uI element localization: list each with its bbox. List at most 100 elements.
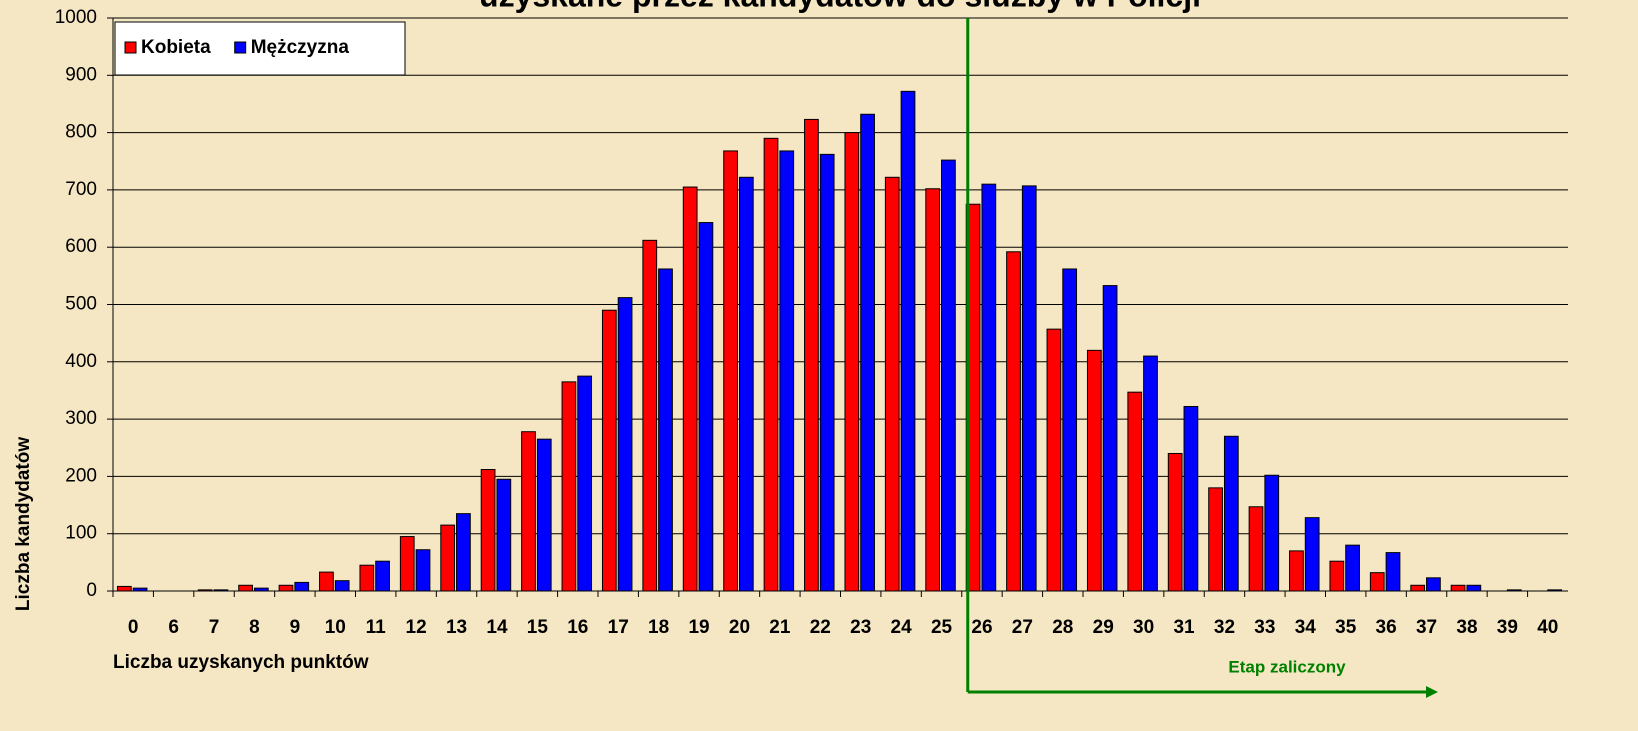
bar: [577, 375, 593, 592]
bar: [440, 524, 456, 592]
bar: [658, 268, 673, 592]
bar: [1329, 560, 1345, 592]
y-tick-label: 600: [65, 236, 97, 257]
bar: [496, 478, 512, 592]
y-tick-label: 100: [65, 523, 97, 544]
bar: [359, 564, 375, 592]
y-tick-label: 0: [86, 580, 97, 601]
x-tick-label: 35: [1335, 617, 1357, 638]
bar: [294, 581, 310, 592]
bar: [1127, 391, 1143, 592]
bar: [1167, 452, 1183, 592]
legend-label: Kobieta: [141, 37, 211, 58]
bar: [1304, 517, 1320, 592]
x-tick-label: 22: [810, 617, 831, 638]
x-tick-label: 32: [1214, 617, 1235, 638]
x-tick-label: 18: [648, 617, 669, 638]
y-tick-label: 400: [65, 351, 97, 372]
bar: [1450, 584, 1466, 592]
x-axis-label: Liczba uzyskanych punktów: [113, 652, 369, 673]
y-tick-label: 300: [65, 408, 97, 429]
bar: [1102, 285, 1118, 592]
x-tick-label: 31: [1173, 617, 1195, 638]
bar: [844, 132, 860, 592]
x-tick-label: 40: [1537, 617, 1558, 638]
bar: [1021, 185, 1037, 592]
legend-swatch: [124, 41, 137, 54]
x-tick-label: 26: [971, 617, 992, 638]
x-tick-label: 8: [249, 617, 260, 638]
bar: [1289, 550, 1304, 592]
bar: [738, 176, 754, 592]
x-tick-label: 34: [1295, 617, 1317, 638]
x-tick-label: 6: [168, 617, 179, 638]
bar: [480, 469, 496, 592]
y-tick-label: 700: [65, 179, 97, 200]
x-tick-label: 14: [486, 617, 508, 638]
annotation: Etap zaliczony: [1228, 657, 1346, 676]
x-tick-label: 27: [1012, 617, 1033, 638]
y-tick-label: 900: [65, 64, 97, 85]
x-tick-label: 12: [406, 617, 427, 638]
bar: [536, 438, 552, 592]
x-tick-label: 15: [527, 617, 549, 638]
x-tick-label: 29: [1093, 617, 1114, 638]
x-tick-label: 39: [1497, 617, 1518, 638]
legend-swatch: [234, 41, 247, 54]
bar: [1062, 268, 1078, 592]
x-tick-label: 37: [1416, 617, 1437, 638]
bar: [561, 381, 577, 592]
bar: [941, 159, 956, 592]
bar: [399, 536, 415, 592]
bar: [1426, 577, 1441, 592]
bar: [642, 239, 658, 592]
x-tick-label: 9: [290, 617, 301, 638]
legend-box: [114, 21, 406, 76]
bar: [1086, 349, 1102, 592]
x-tick-label: 20: [729, 617, 750, 638]
bar: [804, 118, 819, 592]
bar: [601, 309, 617, 592]
x-tick-label: 0: [128, 617, 139, 638]
bar: [375, 560, 390, 592]
x-tick-label: 7: [209, 617, 220, 638]
bar: [682, 186, 698, 592]
bar: [116, 585, 132, 592]
bar: [1223, 435, 1239, 592]
x-tick-label: 16: [567, 617, 588, 638]
bar: [521, 431, 536, 592]
bar: [456, 513, 471, 592]
bar: [779, 150, 795, 592]
x-tick-label: 11: [366, 617, 387, 638]
bar: [1248, 506, 1264, 592]
legend-label: Mężczyzna: [251, 37, 350, 58]
x-tick-label: 21: [769, 617, 791, 638]
bar: [1345, 544, 1360, 592]
bar: [1046, 328, 1062, 592]
bar: [1466, 584, 1482, 592]
x-tick-label: 33: [1254, 617, 1275, 638]
bar: [1410, 584, 1426, 592]
bar: [884, 176, 900, 592]
chart-title: uzyskane przez kandydatów do służby w Po…: [479, 0, 1201, 13]
bar: [819, 153, 835, 592]
y-tick-label: 800: [65, 122, 97, 143]
y-tick-label: 1000: [55, 7, 97, 28]
bar: [415, 549, 431, 592]
bar: [1385, 552, 1401, 592]
y-tick-label: 500: [65, 294, 97, 315]
x-tick-label: 23: [850, 617, 871, 638]
bar: [278, 584, 294, 592]
x-tick-label: 13: [446, 617, 467, 638]
x-tick-label: 36: [1376, 617, 1397, 638]
bar: [1369, 572, 1385, 592]
x-tick-label: 38: [1456, 617, 1477, 638]
bar: [925, 188, 941, 592]
y-axis-label: Liczba kandydatów: [13, 437, 34, 611]
bar: [860, 113, 875, 592]
bar: [981, 183, 997, 592]
bar: [334, 580, 350, 592]
arrow-head: [1426, 686, 1438, 698]
bar: [617, 297, 633, 592]
